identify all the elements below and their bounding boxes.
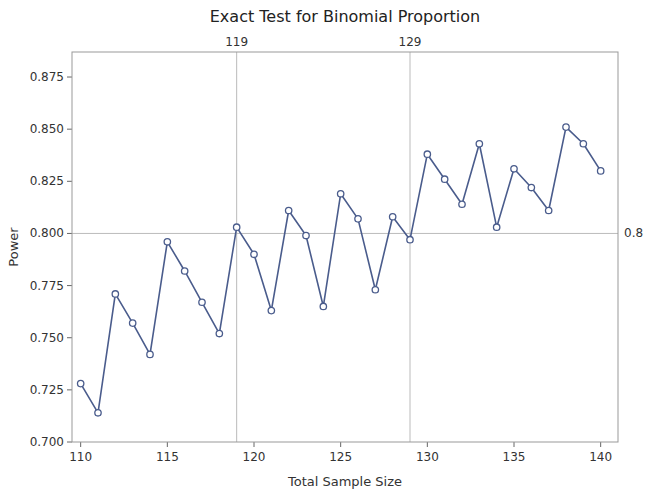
data-point (147, 351, 153, 357)
y-tick (67, 77, 72, 78)
data-point (424, 151, 430, 157)
data-point (355, 216, 361, 222)
y-tick-label: 0.750 (30, 331, 64, 345)
x-tick-label: 120 (243, 450, 266, 464)
reference-label: 0.8 (624, 226, 643, 240)
data-point (77, 380, 83, 386)
chart: Exact Test for Binomial Proportion Total … (0, 0, 666, 500)
x-axis-label: Total Sample Size (287, 474, 402, 489)
data-point (337, 191, 343, 197)
x-tick-label: 130 (416, 450, 439, 464)
y-tick (67, 233, 72, 234)
y-tick (67, 181, 72, 182)
data-point (320, 303, 326, 309)
data-point (199, 299, 205, 305)
data-point (459, 201, 465, 207)
y-tick (67, 389, 72, 390)
data-point (372, 287, 378, 293)
x-tick-label: 140 (589, 450, 612, 464)
data-point (216, 330, 222, 336)
y-tick-label: 0.775 (30, 279, 64, 293)
data-point (233, 224, 239, 230)
reference-line (236, 52, 237, 442)
x-tick (80, 442, 81, 447)
y-tick-label: 0.825 (30, 174, 64, 188)
data-point (389, 214, 395, 220)
x-tick (254, 442, 255, 447)
x-tick (340, 442, 341, 447)
data-point (493, 224, 499, 230)
y-tick-label: 0.850 (30, 122, 64, 136)
x-tick-label: 125 (329, 450, 352, 464)
data-point (129, 320, 135, 326)
data-point (441, 176, 447, 182)
title: Exact Test for Binomial Proportion (210, 7, 481, 26)
reference-line (410, 52, 411, 442)
y-tick-label: 0.875 (30, 70, 64, 84)
y-tick-label: 0.725 (30, 383, 64, 397)
data-point (181, 268, 187, 274)
data-point (285, 207, 291, 213)
reference-label: 129 (399, 35, 422, 49)
data-point (545, 207, 551, 213)
y-tick (67, 442, 72, 443)
plot-area (72, 52, 618, 442)
data-point (164, 239, 170, 245)
data-point (580, 141, 586, 147)
data-point (251, 251, 257, 257)
data-point (95, 410, 101, 416)
y-tick (67, 129, 72, 130)
reference-labels: 0.8 119 129 (225, 35, 643, 240)
data-point (597, 168, 603, 174)
x-tick (427, 442, 428, 447)
data-point (112, 291, 118, 297)
y-axis-label: Power (6, 227, 21, 267)
data-point (268, 307, 274, 313)
x-tick (514, 442, 515, 447)
data-point (407, 237, 413, 243)
x-tick (167, 442, 168, 447)
x-tick-label: 110 (69, 450, 92, 464)
y-tick-label: 0.800 (30, 226, 64, 240)
reference-label: 119 (225, 35, 248, 49)
plot-frame (72, 52, 618, 442)
y-tick (67, 337, 72, 338)
data-point (303, 232, 309, 238)
data-point (528, 184, 534, 190)
data-point (476, 141, 482, 147)
data-point (511, 166, 517, 172)
x-tick-label: 135 (503, 450, 526, 464)
y-tick-label: 0.700 (30, 435, 64, 449)
data-point (563, 124, 569, 130)
reference-line (72, 233, 618, 234)
x-tick (600, 442, 601, 447)
x-tick-label: 115 (156, 450, 179, 464)
y-tick (67, 285, 72, 286)
data-line (81, 127, 601, 413)
plot-content (72, 52, 618, 442)
axes: 110 115 120 125 130 135 140 0.700 0.725 0.750 0.77… (30, 70, 612, 464)
